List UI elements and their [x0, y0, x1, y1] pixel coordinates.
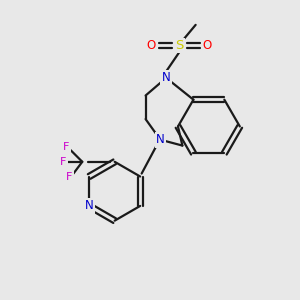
- Text: F: F: [63, 142, 69, 152]
- Text: O: O: [203, 39, 212, 52]
- Text: F: F: [66, 172, 72, 182]
- Text: N: N: [156, 133, 165, 146]
- Text: N: N: [162, 71, 171, 84]
- Text: S: S: [175, 39, 184, 52]
- Text: O: O: [147, 39, 156, 52]
- Text: F: F: [60, 157, 66, 167]
- Text: N: N: [85, 200, 94, 212]
